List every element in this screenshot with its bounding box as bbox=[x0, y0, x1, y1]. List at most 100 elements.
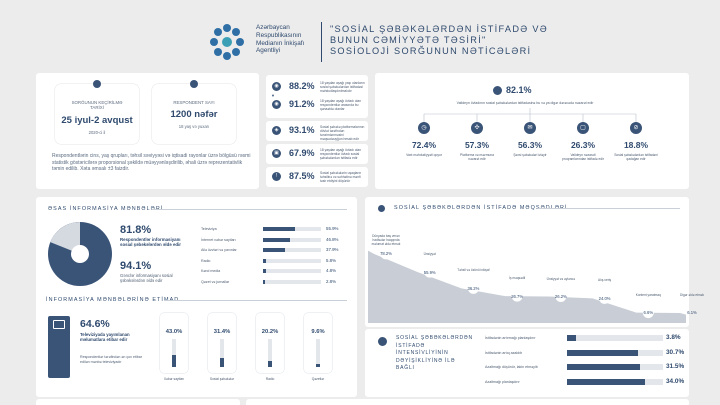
middle-stat-row: ◉ 88.2% 18 yaşdan aşağı yaşı olanların s… bbox=[268, 80, 367, 96]
source-bar-track bbox=[263, 269, 321, 273]
intensity-row: Azaltmağı planlaşdırır 34.0% bbox=[485, 377, 685, 391]
intensity-title: SOSİAL ŞƏBƏKƏLƏRDƏN İSTİFADƏ İNTENSİVLİY… bbox=[396, 335, 473, 371]
connector-lines bbox=[423, 108, 637, 122]
middle-stat-row: ! 87.5% Sosial şəbəkələrin uşaqların təh… bbox=[268, 170, 367, 186]
source-row: İnternet xəbər saytları 46.8% bbox=[201, 237, 347, 247]
intensity-value: 34.0% bbox=[666, 377, 685, 385]
source-value: 55.9% bbox=[326, 226, 339, 231]
network-icon: ✣ bbox=[471, 122, 483, 134]
trust-value: 20.2% bbox=[261, 329, 279, 335]
purpose-value: 6.6% bbox=[643, 310, 654, 316]
source-value: 37.9% bbox=[326, 247, 339, 252]
purpose-point bbox=[511, 290, 523, 302]
trust-main-value: 64.6% bbox=[80, 318, 110, 330]
control-method-value: 56.3% bbox=[517, 140, 543, 150]
intensity-bar bbox=[567, 335, 576, 341]
source-row: Qəzet və jurnallar 2.8% bbox=[201, 279, 347, 289]
child-icon: ◉ bbox=[272, 100, 281, 109]
source-bar-track bbox=[263, 237, 321, 242]
survey-date-box: SORĞUNUN KEÇİRİLMƏ TARİXİ 25 iyul-2 avqu… bbox=[55, 80, 139, 144]
trust-bar-track bbox=[172, 339, 176, 367]
purpose-point bbox=[599, 292, 611, 304]
intensity-bar bbox=[567, 378, 646, 385]
intensity-row: İstifadənin artırmağı planlaşdırır 3.8% bbox=[485, 334, 685, 347]
middle-stat-value: 67.9% bbox=[289, 148, 315, 158]
control-method: ▢ 26.3% Valideyn nəzarəti proqramlarında… bbox=[561, 122, 605, 161]
purpose-label: Ünsiyyət bbox=[423, 252, 436, 257]
trust-main-text: Televiziyada yayımlanan məlumatlara etib… bbox=[80, 332, 130, 343]
app-icon: ▢ bbox=[577, 122, 589, 134]
trust-label: Sosial şəbəkələr bbox=[209, 377, 235, 381]
purpose-label: Digər əldə etmək bbox=[679, 292, 705, 297]
survey-date-value: 25 iyul-2 avqust bbox=[61, 114, 133, 126]
control-method-value: 57.3% bbox=[464, 140, 490, 150]
chevron-down-icon: ▼ bbox=[271, 93, 275, 98]
control-method-text: Vaxt məhdudiyyəti qoyur bbox=[406, 153, 442, 157]
intensity-row: İstifadənin artıq azaldıb 30.7% bbox=[485, 349, 685, 362]
title-rule bbox=[152, 209, 347, 210]
survey-date-label: SORĞUNUN KEÇİRİLMƏ TARİXİ bbox=[71, 100, 123, 111]
purpose-point bbox=[424, 266, 436, 278]
source-bar bbox=[263, 269, 266, 273]
respondents-sub: 18 yaş və yuxarı bbox=[178, 124, 210, 130]
agency-name: Azərbaycan Respublikasının Medianın İnki… bbox=[256, 24, 316, 55]
trust-bar bbox=[220, 358, 224, 367]
middle-stat-row: ▣ 67.9% 18 yaşdan aşağı övladı olan resp… bbox=[268, 147, 367, 163]
source-row: Kənd media 4.8% bbox=[201, 268, 347, 278]
source-value: 46.8% bbox=[326, 236, 339, 242]
middle-stat-value: 91.2% bbox=[289, 99, 315, 109]
intensity-label: İstifadənin artıq azaldıb bbox=[485, 350, 523, 355]
purpose-value: 78.2% bbox=[380, 251, 392, 257]
warning-icon: ! bbox=[272, 172, 281, 181]
control-method-text: Şəxsi şəbəkələri izləyir bbox=[513, 153, 547, 157]
intensity-label: İstifadənin artırmağı planlaşdırır bbox=[485, 336, 536, 340]
purpose-point bbox=[642, 307, 654, 319]
purpose-value: 6.1% bbox=[687, 310, 697, 316]
intensity-label: Azaltmağı düşünür, lakin etməyib bbox=[485, 365, 538, 369]
sources-highlight-2-text: Gənclər informasiyanı sosial şəbəkələrdə… bbox=[120, 273, 173, 284]
control-method: ✉ 56.3% Şəxsi şəbəkələri izləyir bbox=[508, 122, 552, 157]
purpose-label: İş məqsədli bbox=[509, 276, 526, 281]
child-icon: ◉ bbox=[272, 82, 281, 91]
intensity-label: Azaltmağı planlaşdırır bbox=[485, 379, 520, 384]
source-label: Kənd media bbox=[201, 269, 221, 273]
purpose-label: Dünyada baş verən hadisələr haqqında məl… bbox=[371, 233, 401, 246]
intensity-bar-track bbox=[567, 364, 663, 370]
agency-name-line-2: Respublikasının bbox=[256, 31, 302, 39]
source-bar bbox=[263, 258, 267, 263]
source-bar-track bbox=[263, 248, 321, 252]
control-method: ◷ 72.4% Vaxt məhdudiyyəti qoyur bbox=[402, 122, 446, 157]
trust-bar bbox=[172, 354, 176, 367]
report-title-line-3: SOSİOLOJİ SORĞUNUN NƏTİCƏLƏRİ bbox=[330, 46, 532, 56]
trust-column: 43.0% bbox=[160, 313, 188, 373]
intensity-bar-track bbox=[567, 349, 663, 356]
agency-name-line-3: Medianın İnkişafı bbox=[256, 39, 305, 47]
source-label: Radio bbox=[201, 258, 211, 263]
respondents-box: RESPONDENT SAYI 1200 nəfər 18 yaş və yux… bbox=[152, 80, 236, 144]
report-title-line-1: "SOSİAL ŞƏBƏKƏLƏRDƏN İSTİFADƏ VƏ bbox=[330, 24, 549, 34]
control-method-value: 18.8% bbox=[623, 140, 649, 150]
control-method-text: Platforma və məzmuna nəzarət edir bbox=[460, 153, 494, 162]
middle-stat-card bbox=[266, 144, 368, 164]
source-row: Radio 5.8% bbox=[201, 258, 347, 268]
purpose-value: 55.9% bbox=[423, 269, 436, 275]
agency-name-line-4: Agentliyi bbox=[256, 47, 281, 55]
people-icon bbox=[190, 80, 198, 88]
source-label: İnternet xəbər saytları bbox=[201, 237, 236, 242]
parent-icon bbox=[493, 86, 502, 95]
control-method-value: 26.3% bbox=[570, 140, 596, 150]
intensity-bar bbox=[567, 364, 640, 370]
calendar-icon bbox=[93, 80, 101, 88]
clock-icon: ◷ bbox=[418, 122, 430, 134]
source-value: 2.8% bbox=[326, 278, 337, 284]
sources-highlight-1-value: 81.8% bbox=[120, 224, 152, 236]
trust-label: Qəzetlər bbox=[311, 377, 325, 381]
middle-stat-text: Sosial şəbəkə platformalarının dövlət tə… bbox=[320, 125, 365, 142]
purposes-title: SOSİAL ŞƏBƏKƏLƏRDƏN İSTİFADƏ MƏQSƏDLƏRİ bbox=[394, 205, 568, 211]
middle-stat-row: ◉ 91.2% 18 yaşdan aşağı övladı olan resp… bbox=[268, 98, 367, 114]
intensity-row: Azaltmağı düşünür, lakin etməyib 31.5% bbox=[485, 363, 685, 376]
respondents-value: 1200 nəfər bbox=[170, 109, 218, 121]
footer-card bbox=[36, 399, 240, 405]
footer-card bbox=[246, 399, 689, 405]
middle-stat-value: 93.1% bbox=[289, 125, 315, 135]
